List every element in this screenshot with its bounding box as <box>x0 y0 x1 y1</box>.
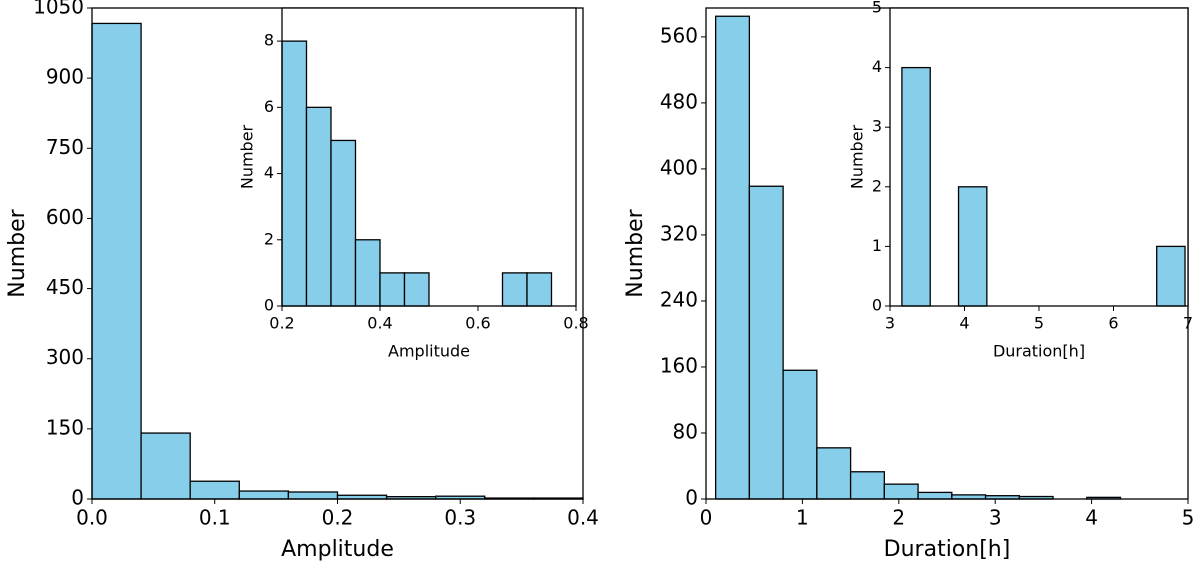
y-tick-label: 3 <box>872 117 882 136</box>
y-tick-label: 240 <box>660 287 698 311</box>
y-tick-label: 600 <box>46 205 84 229</box>
bar <box>748 185 784 500</box>
x-tick-label: 0.2 <box>322 506 354 530</box>
bar <box>957 186 988 307</box>
bar <box>379 272 406 307</box>
y-tick-label: 450 <box>46 275 84 299</box>
y-axis-label: Number <box>623 208 648 297</box>
bar <box>901 66 931 307</box>
x-tick-label: 6 <box>1108 313 1118 332</box>
x-tick-label: 5 <box>1182 506 1195 530</box>
x-tick-label: 0.1 <box>199 506 231 530</box>
bar <box>281 40 308 307</box>
y-tick-label: 0 <box>685 486 698 510</box>
bar <box>917 491 953 500</box>
y-tick-label: 0 <box>71 486 84 510</box>
y-tick-label: 0 <box>264 296 274 315</box>
x-axis-label: Duration[h] <box>884 537 1011 562</box>
x-axis-label: Duration[h] <box>993 342 1085 361</box>
y-tick-label: 8 <box>264 31 274 50</box>
y-tick-label: 0 <box>872 296 882 315</box>
bar <box>305 106 332 307</box>
x-tick-label: 0 <box>700 506 713 530</box>
bar <box>849 471 885 500</box>
x-tick-label: 5 <box>1034 313 1044 332</box>
plot-area <box>890 8 1188 306</box>
bar <box>287 491 339 500</box>
axes-frame <box>281 7 577 307</box>
bar <box>354 239 381 307</box>
y-axis-label: Number <box>848 124 867 189</box>
y-tick-label: 1050 <box>33 0 84 19</box>
x-tick-label: 0.0 <box>76 506 108 530</box>
x-tick-label: 0.6 <box>465 313 490 332</box>
y-tick-label: 2 <box>872 176 882 195</box>
bar <box>140 432 191 500</box>
bar <box>883 483 919 500</box>
x-axis-label: Amplitude <box>281 537 394 562</box>
bar <box>816 447 852 500</box>
bar <box>403 272 430 307</box>
x-tick-label: 4 <box>959 313 969 332</box>
x-tick-label: 4 <box>1085 506 1098 530</box>
y-tick-label: 160 <box>660 353 698 377</box>
x-tick-label: 0.4 <box>367 313 392 332</box>
bar <box>714 15 751 500</box>
y-tick-label: 400 <box>660 155 698 179</box>
bar <box>782 369 818 500</box>
y-tick-label: 750 <box>46 135 84 159</box>
x-tick-label: 3 <box>885 313 895 332</box>
x-tick-label: 0.3 <box>444 506 476 530</box>
x-tick-label: 3 <box>989 506 1002 530</box>
y-tick-label: 6 <box>264 97 274 116</box>
x-tick-label: 7 <box>1183 313 1193 332</box>
bar <box>526 272 553 307</box>
bar <box>1156 245 1186 307</box>
y-axis-label: Number <box>238 124 257 189</box>
y-tick-label: 4 <box>872 57 882 76</box>
bar <box>91 22 142 500</box>
y-tick-label: 320 <box>660 221 698 245</box>
y-tick-label: 560 <box>660 23 698 47</box>
y-tick-label: 2 <box>264 229 274 248</box>
y-tick-label: 80 <box>673 419 698 443</box>
bar <box>189 480 240 500</box>
x-tick-label: 2 <box>892 506 905 530</box>
x-tick-label: 0.8 <box>563 313 588 332</box>
x-axis-label: Amplitude <box>388 342 470 361</box>
bar <box>238 490 290 500</box>
y-tick-label: 480 <box>660 89 698 113</box>
x-tick-label: 0.4 <box>567 506 599 530</box>
y-tick-label: 300 <box>46 345 84 369</box>
y-tick-label: 150 <box>46 415 84 439</box>
y-axis-label: Number <box>5 208 30 297</box>
y-tick-label: 4 <box>264 163 274 182</box>
bar <box>501 272 528 307</box>
y-tick-label: 900 <box>46 65 84 89</box>
bar <box>330 139 357 307</box>
x-tick-label: 0.2 <box>269 313 294 332</box>
x-tick-label: 1 <box>796 506 809 530</box>
y-tick-label: 5 <box>872 0 882 17</box>
y-tick-label: 1 <box>872 236 882 255</box>
